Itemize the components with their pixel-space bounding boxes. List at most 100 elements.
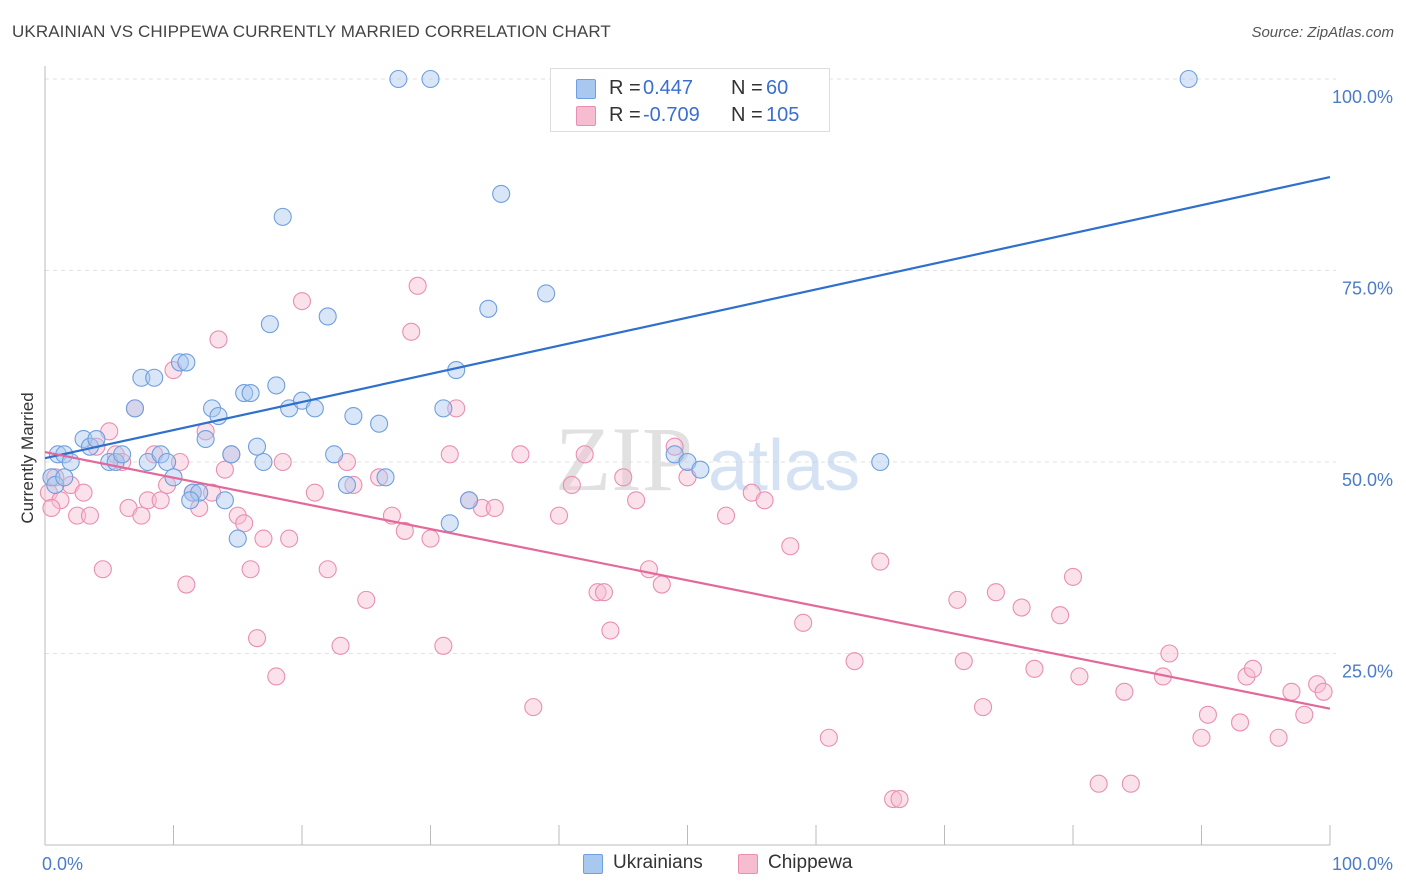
ukrainian-point: [247, 437, 267, 456]
legend-r-label: R =: [609, 77, 641, 99]
ukrainian-point: [376, 468, 395, 487]
chart-source: Source: ZipAtlas.com: [1251, 24, 1394, 41]
ukrainian-point: [170, 353, 189, 372]
series-swatch-chippewa: [738, 854, 758, 874]
x-tick-label: 100.0%: [1332, 854, 1393, 874]
watermark-atlas: atlas: [708, 426, 860, 506]
chippewa-point: [241, 560, 260, 579]
chippewa-point: [132, 506, 151, 525]
legend-swatch-chippewa: [576, 106, 596, 126]
chippewa-points: [39, 276, 1333, 809]
chippewa-point: [549, 506, 569, 525]
chippewa-point: [74, 483, 93, 502]
chippewa-point: [614, 468, 633, 487]
chippewa-point: [209, 330, 228, 349]
ukrainian-point: [440, 514, 459, 533]
chippewa-point: [1089, 774, 1108, 793]
chippewa-point: [215, 460, 234, 479]
ukrainian-points: [42, 69, 1198, 548]
chippewa-point: [267, 667, 286, 686]
ukrainian-point: [492, 184, 511, 203]
ukrainian-point: [459, 491, 479, 510]
chippewa-point: [819, 728, 838, 747]
legend-row-ukrainians: R = 0.447 N = 60: [551, 75, 829, 101]
chippewa-point: [408, 276, 427, 295]
chippewa-point: [170, 452, 189, 472]
chippewa-point: [138, 491, 157, 510]
tick-labels: 100.0% 75.0% 50.0% 25.0% 0.0% 100.0%: [42, 87, 1393, 874]
ukrainian-point: [318, 307, 337, 326]
ukrainian-point: [305, 399, 324, 418]
chippewa-point: [1192, 728, 1211, 747]
ukrainian-point: [421, 69, 440, 89]
chippewa-point: [1115, 682, 1134, 701]
chippewa-point: [1295, 705, 1314, 724]
ukrainian-point: [158, 452, 177, 472]
chippewa-point: [344, 475, 363, 495]
ukrainian-point: [1179, 69, 1198, 89]
chippewa-trend-line: [44, 450, 1331, 710]
ukrainian-point: [260, 315, 279, 334]
ukrainian-point: [871, 452, 890, 472]
chippewa-point: [280, 529, 299, 548]
chippewa-point: [1160, 644, 1179, 663]
legend-row-chippewa: R = -0.709 N = 105: [551, 102, 829, 128]
chippewa-point: [588, 583, 607, 602]
ukrainian-point: [203, 399, 222, 418]
series-label-chippewa: Chippewa: [768, 852, 853, 873]
series-label-ukrainians: Ukrainians: [613, 852, 703, 873]
chippewa-point: [986, 583, 1005, 602]
ukrainian-point: [113, 445, 132, 464]
chippewa-point: [318, 560, 337, 579]
trend-lines: [44, 175, 1331, 710]
ukrainian-point: [267, 376, 286, 395]
chippewa-point: [716, 506, 736, 525]
chippewa-point: [884, 789, 903, 809]
ukrainian-point: [434, 399, 453, 418]
ukrainian-point: [273, 207, 292, 226]
ukrainian-point: [337, 475, 357, 495]
chippewa-point: [151, 491, 170, 510]
chippewa-point: [1243, 659, 1262, 678]
legend-r-label: R =: [609, 104, 641, 126]
chippewa-point: [1308, 675, 1327, 694]
ukrainian-point: [125, 399, 144, 418]
chippewa-point: [890, 789, 909, 809]
ukrainian-point: [181, 491, 200, 510]
chippewa-point: [370, 468, 389, 487]
ukrainian-point: [74, 429, 93, 449]
chippewa-point: [1012, 598, 1031, 617]
chippewa-point: [485, 498, 504, 518]
chippewa-point: [1231, 713, 1250, 732]
legend-r-value: -0.709: [643, 104, 700, 126]
chippewa-point: [755, 491, 774, 510]
chippewa-point: [228, 506, 247, 525]
chippewa-point: [1063, 567, 1083, 586]
chippewa-point: [80, 506, 100, 525]
chippewa-point: [247, 629, 267, 648]
legend-r-value: 0.447: [643, 77, 694, 99]
ukrainian-point: [151, 445, 170, 464]
chippewa-point: [177, 575, 196, 594]
chippewa-point: [235, 514, 254, 533]
ukrainian-point: [145, 368, 164, 387]
ukrainian-point: [55, 468, 74, 487]
chippewa-point: [402, 322, 421, 341]
legend-n-value: 60: [766, 77, 789, 99]
chippewa-point: [1025, 659, 1044, 678]
chippewa-point: [1198, 705, 1217, 724]
ukrainian-point: [389, 69, 408, 89]
chippewa-point: [524, 698, 543, 717]
chippewa-point: [627, 491, 646, 510]
ukrainian-point: [254, 452, 273, 472]
ukrainian-point: [241, 384, 260, 403]
chippewa-point: [331, 636, 350, 655]
correlation-legend: R = 0.447 N = 60 R = -0.709 N = 105: [550, 68, 830, 132]
ukrainian-trend-line: [44, 175, 1331, 460]
y-tick-label: 25.0%: [1342, 662, 1393, 682]
ukrainian-point: [177, 353, 196, 372]
chippewa-point: [447, 399, 466, 418]
legend-n-label: N =: [731, 77, 763, 99]
chippewa-point: [871, 552, 890, 571]
y-tick-label: 50.0%: [1342, 470, 1393, 490]
